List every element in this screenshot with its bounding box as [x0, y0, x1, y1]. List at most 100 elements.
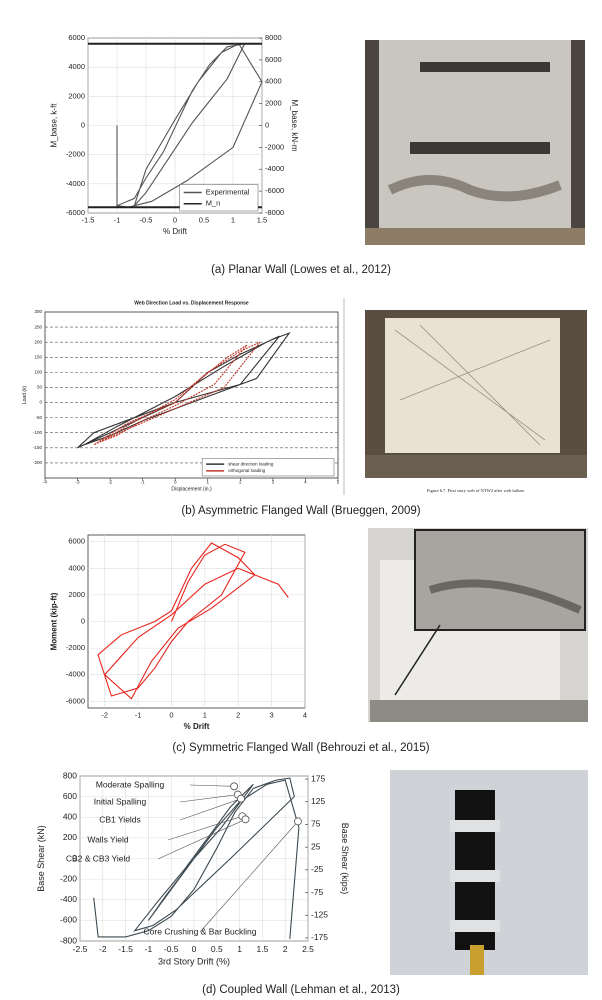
y-tick-label: 2000: [68, 91, 85, 100]
y2-tick-label: -75: [311, 887, 324, 897]
y2-tick-label: -125: [311, 909, 328, 919]
y2-tick-label: -175: [311, 932, 328, 942]
photo-d: [390, 770, 588, 975]
x-tick-label: 0: [174, 480, 177, 485]
y-tick-label: 2000: [68, 590, 85, 599]
y-tick-label: 600: [63, 791, 77, 801]
y2-tick-label: 6000: [265, 55, 282, 64]
series-line: [98, 543, 288, 699]
caption: (a) Planar Wall (Lowes et al., 2012): [211, 264, 391, 276]
y2-tick-label: 175: [311, 773, 325, 783]
y2-tick-label: 125: [311, 796, 325, 806]
annotation-marker: [242, 816, 249, 823]
x-tick-label: -2: [108, 480, 112, 485]
x-tick-label: -0.5: [164, 944, 179, 954]
annotation: Core Crushing & Bar Buckling: [144, 926, 257, 936]
x-tick-label: 0: [169, 710, 173, 719]
x-tick-label: -1: [114, 215, 121, 224]
x-tick-label: 5: [337, 480, 340, 485]
x-tick-label: 3: [270, 710, 274, 719]
photo-note: Figure 6.7. First story web of NTW2 afte…: [427, 488, 525, 493]
y2-tick-label: 4000: [265, 77, 282, 86]
annotation-leader: [180, 795, 238, 802]
x-tick-label: -1.5: [118, 944, 133, 954]
y-tick-label: 0: [81, 616, 85, 625]
legend-label: orthogonal loading: [228, 468, 266, 473]
x-tick-label: 1.5: [256, 944, 268, 954]
x-tick-label: -4: [43, 480, 47, 485]
y2-tick-label: -25: [311, 864, 324, 874]
y2-tick-label: -4000: [265, 164, 284, 173]
x-tick-label: -1: [135, 710, 142, 719]
y-tick-label: 6000: [68, 537, 85, 546]
x-tick-label: 0: [173, 215, 177, 224]
x-axis-label: 3rd Story Drift (%): [158, 957, 230, 967]
y-axis-label: Moment (kip-ft): [49, 592, 58, 650]
x-tick-label: 2: [236, 710, 240, 719]
x-tick-label: 0: [192, 944, 197, 954]
y-tick-label: 0: [81, 120, 85, 129]
annotation-marker: [294, 818, 301, 825]
y-tick-label: 4000: [68, 62, 85, 71]
y2-tick-label: 2000: [265, 99, 282, 108]
series-line: [78, 333, 290, 448]
x-tick-label: 0.5: [199, 215, 209, 224]
caption: (c) Symmetric Flanged Wall (Behrouzi et …: [172, 742, 429, 754]
annotation-leader: [168, 816, 242, 840]
plot-frame: [45, 312, 338, 478]
y2-tick-label: -8000: [265, 208, 284, 217]
y-tick-label: -50: [35, 415, 42, 420]
annotation-marker: [237, 795, 244, 802]
y2-tick-label: 25: [311, 841, 321, 851]
x-tick-label: -2: [101, 710, 108, 719]
y-tick-label: -200: [33, 460, 43, 465]
legend-label: M_n: [206, 199, 221, 208]
annotation: Moderate Spalling: [96, 779, 165, 789]
x-tick-label: 1: [237, 944, 242, 954]
annotation-leader: [190, 785, 234, 786]
page: {"chart_data": [ {"type": "line", "xlabe…: [0, 0, 602, 1000]
x-axis-label: % Drift: [184, 722, 210, 731]
x-tick-label: 2.5: [302, 944, 314, 954]
y-tick-label: -100: [33, 430, 43, 435]
y-tick-label: -150: [33, 445, 43, 450]
x-tick-label: 1: [231, 215, 235, 224]
y2-tick-label: 0: [265, 120, 269, 129]
y-tick-label: -6000: [66, 696, 85, 705]
y-tick-label: -4000: [66, 670, 85, 679]
annotation: Initial Spalling: [94, 796, 147, 806]
annotation: CB1 Yields: [99, 814, 141, 824]
x-tick-label: 2: [239, 480, 242, 485]
y-tick-label: 800: [63, 770, 77, 780]
y-tick-label: 300: [34, 309, 42, 314]
y-tick-label: 0: [39, 400, 42, 405]
caption: (b) Asymmetric Flanged Wall (Brueggen, 2…: [181, 505, 420, 517]
y-tick-label: 200: [63, 832, 77, 842]
y-axis-label: Base Shear (kN): [36, 825, 46, 892]
x-tick-label: 3: [272, 480, 275, 485]
y2-tick-label: 8000: [265, 33, 282, 42]
photo-b: [365, 310, 587, 478]
y-tick-label: 100: [34, 370, 42, 375]
legend-label: shear direction loading: [228, 461, 274, 466]
y-tick-label: 150: [34, 354, 42, 359]
x-tick-label: -3: [76, 480, 80, 485]
x-tick-label: -2.5: [73, 944, 88, 954]
annotation: CB2 & CB3 Yield: [66, 853, 131, 863]
annotation-leader: [180, 799, 241, 820]
x-axis-label: % Drift: [163, 227, 188, 236]
annotation-marker: [231, 783, 238, 790]
x-tick-label: 1: [207, 480, 210, 485]
x-tick-label: 4: [304, 480, 307, 485]
x-tick-label: -1: [141, 480, 145, 485]
y-axis-label: M_base, k-ft: [49, 103, 58, 148]
annotation: Walls Yield: [87, 834, 129, 844]
y-tick-label: 400: [63, 812, 77, 822]
y2-axis-label: Base Shear (kips): [340, 823, 350, 895]
y-tick-label: 200: [34, 339, 42, 344]
y-axis-label: Load (k): [22, 385, 28, 404]
y2-tick-label: -2000: [265, 142, 284, 151]
y2-axis-label: M_base, kN-m: [290, 99, 299, 151]
y-tick-label: -4000: [66, 179, 85, 188]
x-tick-label: 1: [203, 710, 207, 719]
